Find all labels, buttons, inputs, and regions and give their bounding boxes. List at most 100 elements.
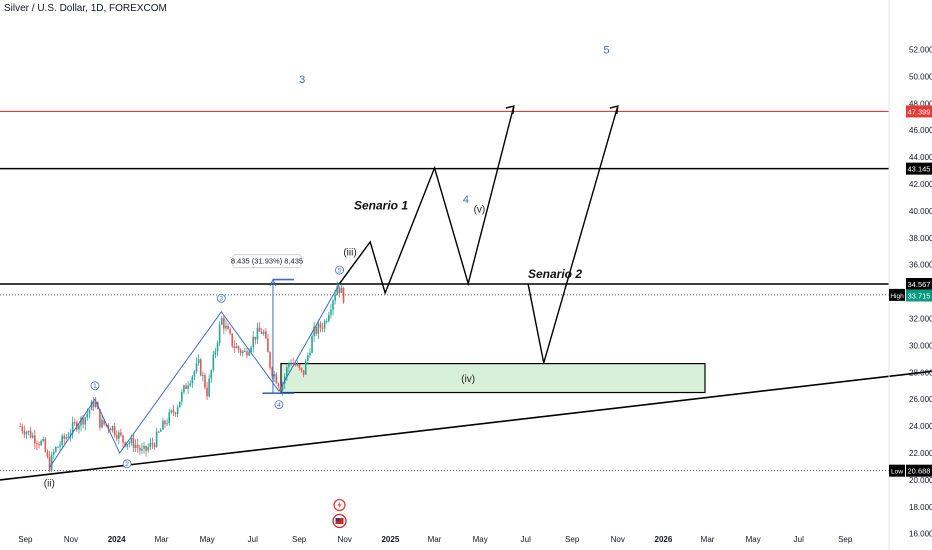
x-tick-label: Jul (794, 535, 804, 544)
candle-body (42, 439, 45, 442)
wave-iv-zone[interactable] (280, 362, 706, 394)
candle-body (149, 442, 152, 448)
candle-body (113, 426, 116, 435)
price-level-badge-label: 20.688 (908, 467, 931, 476)
candle-body (290, 362, 292, 364)
candle-body (256, 327, 259, 340)
y-tick-label: 36.000 (909, 261, 932, 270)
candle-body (101, 419, 103, 428)
candle-body (176, 407, 179, 414)
wave-v-label: (v) (474, 204, 486, 215)
price-level-prefix-badge (889, 288, 905, 301)
candle-body (59, 444, 61, 447)
x-tick-label: Nov (338, 535, 352, 544)
candle-body (145, 445, 147, 451)
candle-body (275, 374, 278, 384)
measure-label-box (232, 254, 302, 269)
candle-body (80, 417, 82, 426)
y-tick-label: 40.000 (909, 207, 932, 216)
candle-body (309, 352, 311, 356)
y-tick-label: 28.000 (909, 368, 932, 377)
wave-count-label: 2 (125, 461, 129, 468)
y-tick-label: 26.000 (909, 395, 932, 404)
candle-body (189, 383, 192, 386)
candle-body (218, 324, 221, 343)
candle-body (86, 413, 89, 418)
wave-5-label: 5 (604, 45, 610, 57)
candle-body (227, 325, 229, 330)
candle-body (63, 435, 66, 439)
candle-body (193, 371, 196, 377)
candle-body (130, 437, 133, 444)
candle-body (277, 383, 280, 387)
candle-body (111, 426, 114, 431)
candle-body (336, 286, 339, 295)
candle-body (340, 287, 343, 294)
candle-body (229, 329, 231, 334)
x-tick-label: Sep (838, 535, 853, 544)
scenario-1-arrow-icon (505, 105, 515, 115)
x-tick-label: Nov (611, 535, 625, 544)
candle-body (27, 430, 30, 433)
candle-body (147, 447, 150, 451)
candle-body (210, 370, 213, 379)
candle-body (36, 443, 38, 445)
candle-body (265, 331, 267, 339)
candle-body (197, 359, 200, 364)
wave-count-label: 4 (277, 402, 281, 409)
candle-body (332, 300, 334, 310)
candle-body (23, 430, 26, 435)
candle-body (321, 327, 324, 329)
x-tick-label: May (473, 535, 488, 544)
wave-4-label: 4 (463, 194, 469, 206)
candle-body (109, 428, 112, 431)
scenario-2-arrow-icon (609, 105, 619, 115)
candle-body (40, 441, 42, 446)
candle-body (307, 355, 309, 361)
candle-body (69, 433, 72, 437)
candle-body (31, 435, 34, 438)
candle-body (84, 417, 87, 425)
candle-body (269, 352, 271, 368)
measure-arrow-head (269, 278, 277, 287)
y-tick-label: 20.000 (909, 476, 932, 485)
elliott-wave-line[interactable] (48, 283, 340, 469)
candle-body (78, 425, 80, 430)
wave-count-circle (335, 265, 344, 275)
x-tick-label: 2024 (108, 535, 126, 544)
candle-body (61, 435, 63, 445)
candle-body (298, 364, 301, 368)
flag-canton-glyph (335, 518, 340, 521)
x-tick-label: Jul (248, 535, 258, 544)
candle-body (143, 445, 145, 449)
candle-body (160, 429, 162, 432)
x-tick-label: Sep (292, 535, 307, 544)
candle-body (244, 351, 246, 353)
candle-body (55, 446, 57, 452)
rising-trendline[interactable] (0, 370, 932, 481)
candle-body (46, 451, 49, 457)
candle-body (206, 387, 208, 397)
x-tick-label: Mar (428, 535, 442, 544)
candle-body (342, 287, 345, 302)
y-tick-label: 24.000 (909, 422, 932, 431)
price-level-badge (906, 464, 932, 477)
measure-label: 8.435 (31.93%) 8,435 (231, 257, 303, 266)
candle-body (252, 336, 255, 348)
candle-body (90, 401, 93, 411)
candle-body (294, 363, 297, 366)
candle-body (71, 422, 74, 434)
chart-title: Silver / U.S. Dollar, 1D, FOREXCOM (4, 3, 167, 14)
candle-body (118, 432, 120, 439)
scenario-1-path[interactable] (338, 105, 515, 296)
scenario-2-path[interactable] (527, 105, 619, 364)
y-tick-label: 50.000 (909, 72, 932, 81)
candle-body (107, 425, 110, 429)
candle-body (44, 439, 47, 452)
x-tick-label: Mar (701, 535, 715, 544)
x-tick-label: 2026 (655, 535, 673, 544)
candle-body (132, 437, 135, 448)
scenario-1-label: Senario 1 (354, 199, 408, 213)
candle-body (48, 456, 51, 471)
